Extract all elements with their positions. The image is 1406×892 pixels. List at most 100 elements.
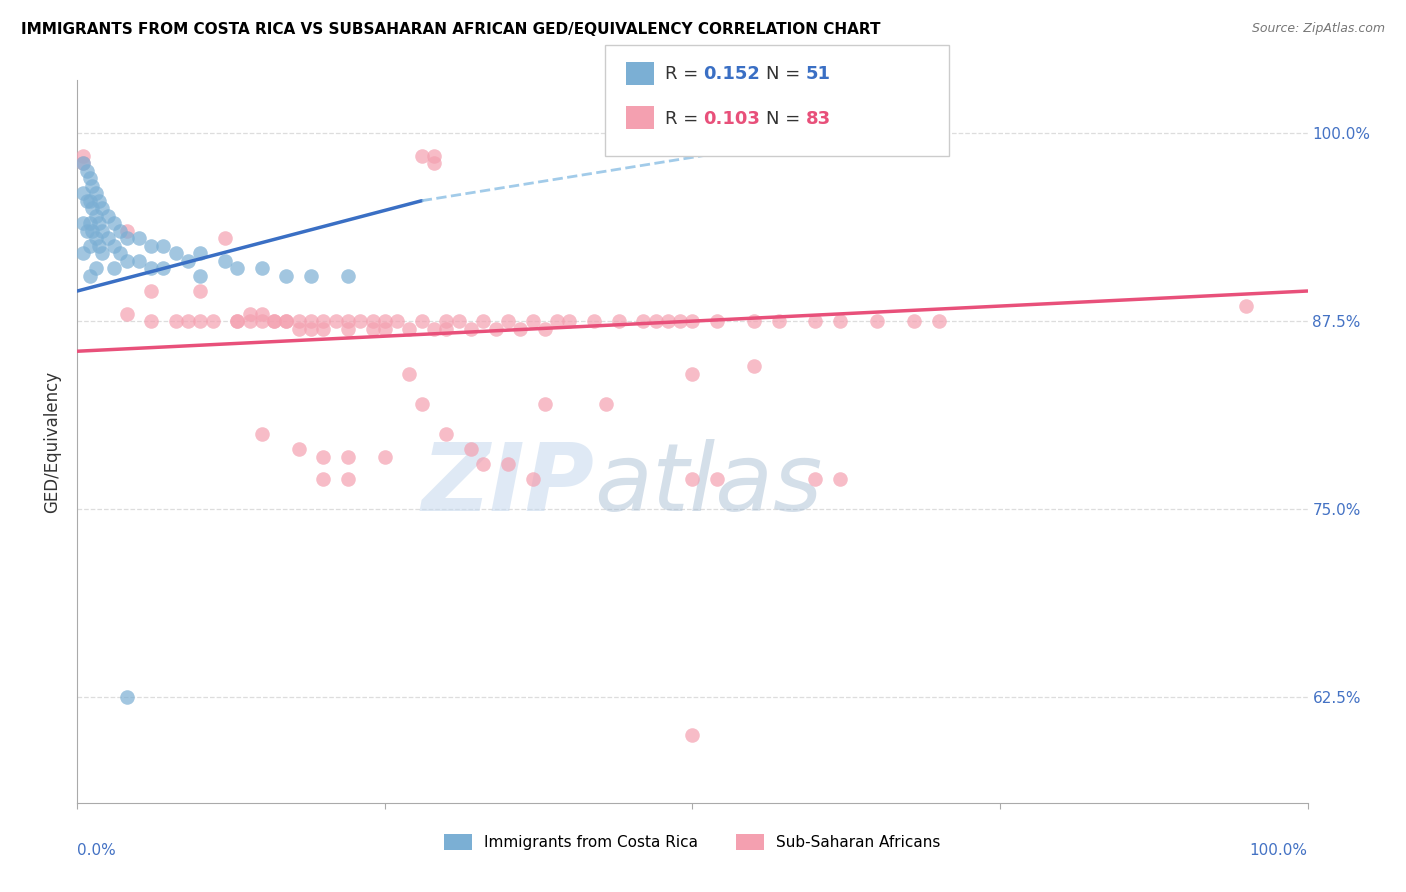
Point [79, 171, 101, 186]
Point [411, 397, 433, 411]
Point [866, 314, 889, 328]
Point [115, 224, 138, 238]
Point [177, 314, 200, 328]
Text: Source: ZipAtlas.com: Source: ZipAtlas.com [1251, 22, 1385, 36]
Point [250, 307, 273, 321]
Point [72, 246, 94, 260]
Point [374, 321, 396, 335]
Point [84, 209, 107, 223]
Point [509, 321, 531, 335]
Point [299, 321, 322, 335]
Point [79, 216, 101, 230]
Point [226, 314, 249, 328]
Point [768, 314, 790, 328]
Point [411, 314, 433, 328]
Point [84, 261, 107, 276]
Point [312, 450, 335, 464]
Text: 0.103: 0.103 [703, 110, 759, 128]
Point [337, 472, 360, 486]
Point [76, 194, 98, 208]
Point [79, 268, 101, 283]
Point [97, 209, 120, 223]
Text: 51: 51 [806, 65, 831, 83]
Point [558, 314, 581, 328]
Point [682, 314, 704, 328]
Point [742, 359, 765, 374]
Text: IMMIGRANTS FROM COSTA RICA VS SUBSAHARAN AFRICAN GED/EQUIVALENCY CORRELATION CHA: IMMIGRANTS FROM COSTA RICA VS SUBSAHARAN… [21, 22, 880, 37]
Point [263, 314, 285, 328]
Point [903, 314, 925, 328]
Point [706, 472, 728, 486]
Point [115, 253, 138, 268]
Point [152, 261, 174, 276]
Point [299, 314, 322, 328]
Point [128, 253, 150, 268]
Point [250, 314, 273, 328]
Point [115, 307, 138, 321]
Point [90, 246, 114, 260]
Point [398, 367, 420, 381]
Point [460, 442, 482, 456]
Point [299, 268, 322, 283]
Point [472, 314, 495, 328]
Point [337, 314, 360, 328]
Point [595, 397, 617, 411]
Point [385, 314, 409, 328]
Point [72, 216, 94, 230]
Point [82, 178, 104, 193]
Point [706, 314, 728, 328]
Point [90, 201, 114, 215]
Point [128, 231, 150, 245]
Point [460, 321, 482, 335]
Point [607, 314, 630, 328]
Point [141, 314, 163, 328]
Point [239, 314, 262, 328]
Point [436, 314, 458, 328]
Point [72, 186, 94, 201]
Point [263, 314, 285, 328]
Point [276, 314, 298, 328]
Point [188, 284, 212, 298]
Point [423, 148, 446, 162]
Text: N =: N = [766, 110, 806, 128]
Point [374, 450, 396, 464]
Point [110, 246, 132, 260]
Point [534, 397, 557, 411]
Point [72, 148, 94, 162]
Point [152, 239, 174, 253]
Point [165, 246, 187, 260]
Point [165, 314, 187, 328]
Point [188, 246, 212, 260]
Point [830, 314, 852, 328]
Point [534, 321, 557, 335]
Text: ZIP: ZIP [422, 439, 595, 531]
Point [79, 194, 101, 208]
Point [89, 194, 111, 208]
Point [141, 239, 163, 253]
Point [115, 690, 138, 705]
Point [522, 314, 544, 328]
Text: 100.0%: 100.0% [1250, 843, 1308, 857]
Point [522, 472, 544, 486]
Point [226, 314, 249, 328]
Point [447, 314, 470, 328]
Point [76, 224, 98, 238]
Point [361, 314, 384, 328]
Point [76, 163, 98, 178]
Point [72, 156, 94, 170]
Point [669, 314, 692, 328]
Point [115, 231, 138, 245]
Point [485, 321, 508, 335]
Point [804, 472, 827, 486]
Point [90, 224, 114, 238]
Point [472, 457, 495, 471]
Point [423, 321, 446, 335]
Point [97, 231, 120, 245]
Point [583, 314, 606, 328]
Point [177, 253, 200, 268]
Point [89, 216, 111, 230]
Point [214, 253, 236, 268]
Point [141, 284, 163, 298]
Text: 0.0%: 0.0% [77, 843, 117, 857]
Text: R =: R = [665, 65, 704, 83]
